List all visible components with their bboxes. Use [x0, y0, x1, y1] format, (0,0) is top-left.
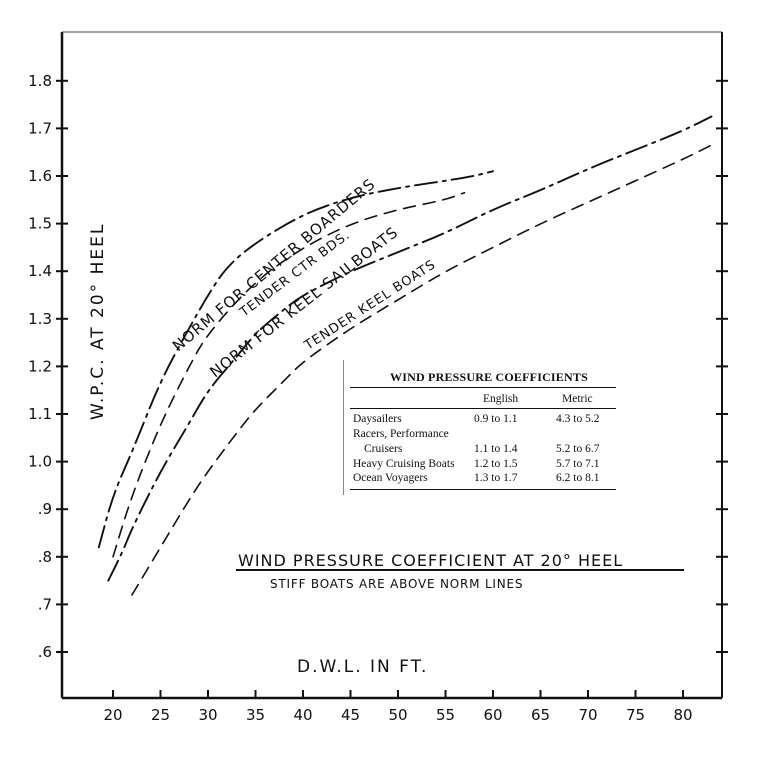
table-rule-header — [350, 408, 616, 409]
table-header-english: English — [483, 393, 519, 405]
y-tick-label: 1.2 — [28, 357, 52, 375]
y-tick-label: .7 — [38, 595, 52, 613]
x-tick-label: 25 — [151, 706, 170, 724]
x-tick-label: 60 — [483, 706, 502, 724]
y-tick-label: .6 — [38, 643, 52, 661]
table-title: WIND PRESSURE COEFFICIENTS — [390, 370, 588, 384]
x-tick-label: 65 — [531, 706, 550, 724]
y-tick-label: .8 — [38, 548, 52, 566]
plot-frame — [60, 31, 723, 700]
x-tick-label: 40 — [293, 706, 312, 724]
series-line-1 — [97, 170, 494, 549]
table-cell-english: 0.9 to 1.1 — [474, 413, 518, 425]
table-cell-english: 1.2 to 1.5 — [474, 458, 518, 470]
table-row-label: Heavy Cruising Boats — [353, 458, 455, 470]
label-tender-keel-boats: TENDER KEEL BOATS — [301, 257, 439, 354]
x-tick-label: 20 — [103, 706, 122, 724]
x-axis-title: D.W.L. IN FT. — [297, 657, 428, 677]
x-tick-label: 75 — [626, 706, 645, 724]
x-tick-label: 70 — [578, 706, 597, 724]
x-axis-ticks: 20 25 30 35 40 45 50 55 60 65 70 75 80 — [103, 690, 693, 724]
series-line-4 — [131, 144, 713, 596]
x-tick-label: 30 — [198, 706, 217, 724]
table-row-label: Ocean Voyagers — [353, 472, 428, 484]
wind-pressure-coefficients-table: WIND PRESSURE COEFFICIENTS English Metri… — [343, 360, 618, 495]
y-tick-label: 1.1 — [28, 405, 52, 423]
table-rule-top — [350, 387, 616, 388]
table-row-label: Racers, Performance — [353, 428, 449, 440]
series-line-3 — [107, 115, 713, 582]
y-tick-label: 1.6 — [28, 167, 52, 185]
y-tick-label: 1.4 — [28, 262, 52, 280]
table-cell-metric: 5.7 to 7.1 — [556, 458, 600, 470]
y-tick-label: 1.5 — [28, 215, 52, 233]
x-tick-label: 55 — [436, 706, 455, 724]
y-tick-label: 1.3 — [28, 310, 52, 328]
y-tick-label: 1.7 — [28, 119, 52, 137]
y-tick-label: 1.0 — [28, 453, 52, 471]
table-cell-metric: 5.2 to 6.7 — [556, 443, 600, 455]
table-rule-bottom — [350, 489, 616, 490]
chart-subtitle: STIFF BOATS ARE ABOVE NORM LINES — [270, 577, 523, 591]
y-axis-title: W.P.C. AT 20° HEEL — [88, 223, 108, 420]
table-row-label: Cruisers — [364, 443, 403, 455]
y-tick-label: .9 — [38, 500, 52, 518]
table-cell-english: 1.1 to 1.4 — [474, 443, 518, 455]
x-tick-label: 45 — [341, 706, 360, 724]
table-left-border — [343, 360, 344, 495]
chart-title: WIND PRESSURE COEFFICIENT AT 20° HEEL — [238, 551, 623, 570]
table-row-label: Daysailers — [353, 413, 402, 425]
table-cell-metric: 4.3 to 5.2 — [556, 413, 600, 425]
x-tick-label: 50 — [388, 706, 407, 724]
y-tick-label: 1.8 — [28, 72, 52, 90]
x-tick-label: 35 — [246, 706, 265, 724]
x-tick-label: 80 — [673, 706, 692, 724]
table-cell-english: 1.3 to 1.7 — [474, 472, 518, 484]
table-cell-metric: 6.2 to 8.1 — [556, 472, 600, 484]
y-axis-ticks: .6 .7 .8 .9 1.0 1.1 1.2 1.3 1.4 1.5 1.6 1.7 1.8 — [28, 72, 728, 661]
curves — [97, 115, 713, 596]
table-header-metric: Metric — [562, 393, 593, 405]
series-line-2 — [112, 191, 466, 558]
